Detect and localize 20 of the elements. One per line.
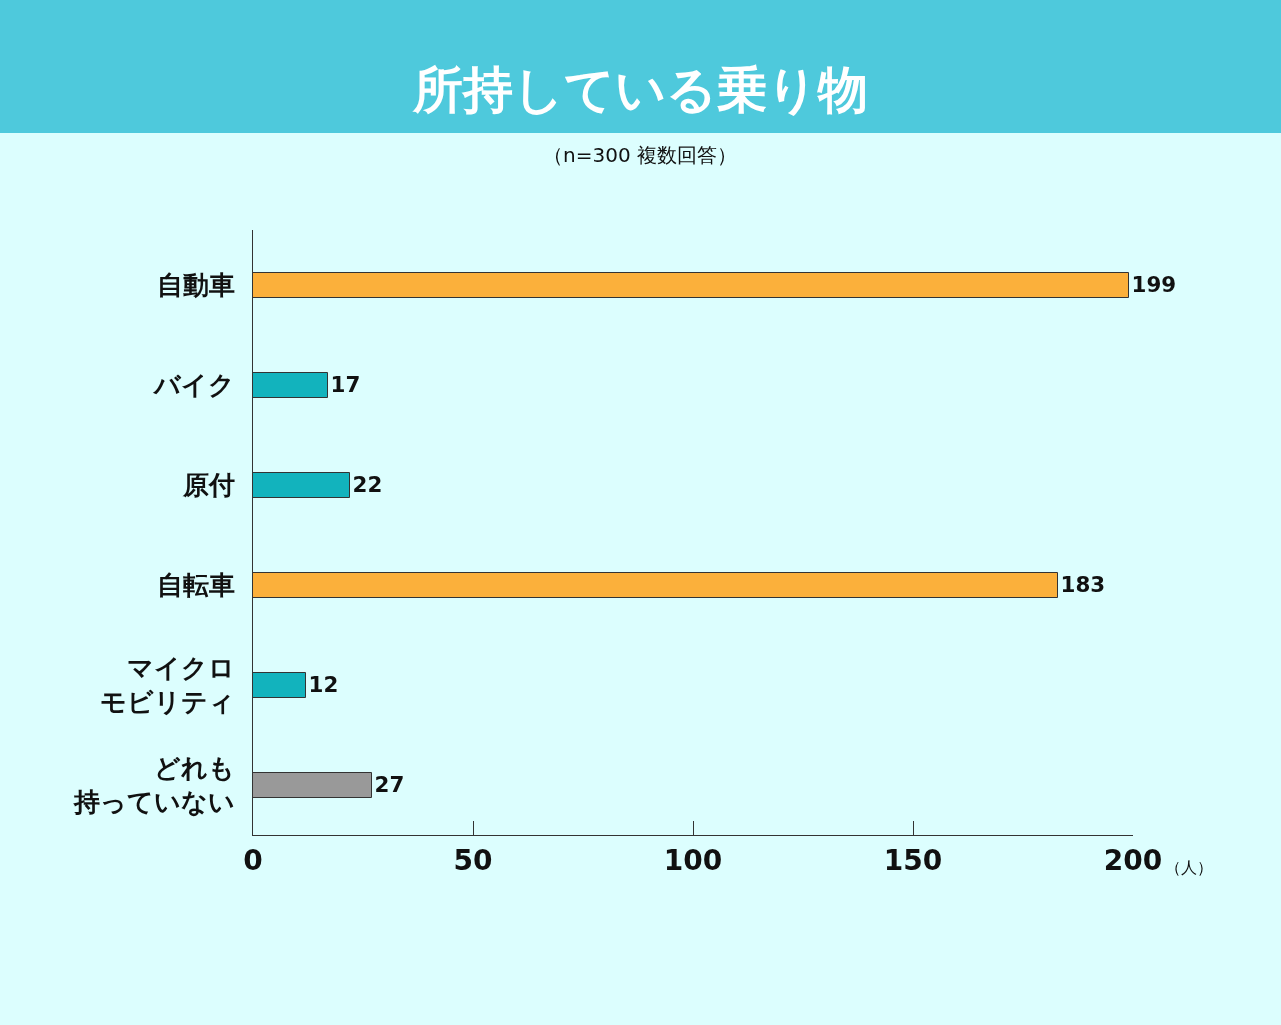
y-tick-label: 原付 [181,470,235,501]
data-label: 199 [1131,272,1177,298]
chart-subtitle: （n=300 複数回答） [543,143,737,167]
y-tick-label: 自転車 [156,570,235,601]
y-tick-label: どれも持っていない [72,753,235,817]
chart-title: 所持している乗り物 [412,61,868,119]
y-tick-label: マイクロモビリティ [99,653,235,717]
data-label: 183 [1060,572,1106,598]
data-label: 27 [374,772,405,798]
x-tick-label: 100 [663,843,723,877]
data-label: 12 [308,672,339,698]
x-tick-label: 0 [243,843,263,877]
x-tick-label: 200 [1103,843,1163,877]
x-tick-label: 150 [883,843,943,877]
x-tick-label: 50 [453,843,493,877]
data-label: 17 [330,372,361,398]
y-tick-label: バイク [151,370,235,401]
data-label: 22 [352,472,383,498]
y-tick-label: 自動車 [156,270,235,301]
x-axis-title: （人） [1165,858,1213,877]
